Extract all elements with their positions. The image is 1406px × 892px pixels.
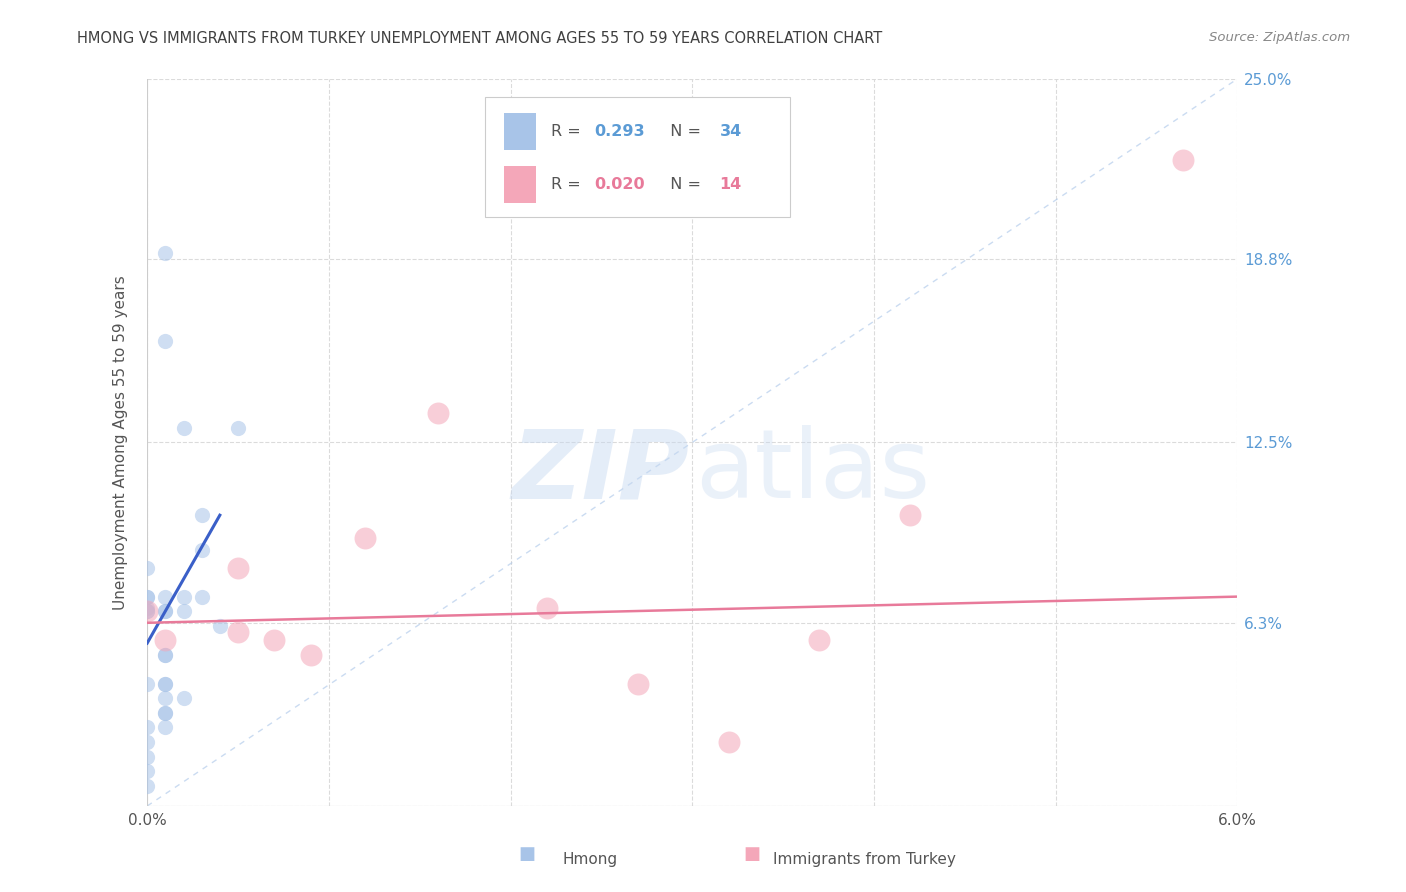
Point [136,560,159,574]
Point [155,604,177,618]
Point [426,406,449,420]
Point [136,590,159,604]
Point [136,764,159,778]
Point [190,543,212,558]
Point [536,601,558,615]
Text: Hmong: Hmong [562,852,617,867]
Point [155,706,177,720]
Text: atlas: atlas [696,425,931,518]
Point [155,648,177,662]
Text: R =: R = [551,124,585,139]
Text: ■: ■ [744,846,761,863]
Point [155,246,177,260]
Bar [503,166,536,202]
Point [226,421,249,435]
Point [155,590,177,604]
Point [1171,153,1194,168]
Point [173,590,195,604]
Point [155,334,177,348]
Point [190,590,212,604]
Point [136,721,159,735]
Text: ZIP: ZIP [510,425,689,518]
Point [136,604,159,618]
Point [717,735,740,749]
Point [226,624,249,639]
Point [898,508,921,523]
Point [263,633,285,648]
Point [136,590,159,604]
Point [173,421,195,435]
Text: HMONG VS IMMIGRANTS FROM TURKEY UNEMPLOYMENT AMONG AGES 55 TO 59 YEARS CORRELATI: HMONG VS IMMIGRANTS FROM TURKEY UNEMPLOY… [77,31,883,46]
Text: N =: N = [659,124,706,139]
Point [136,677,159,691]
Point [155,706,177,720]
Point [155,721,177,735]
Point [155,648,177,662]
Text: 34: 34 [720,124,742,139]
Point [173,691,195,706]
Point [226,560,249,574]
Point [136,601,159,615]
Text: R =: R = [551,177,585,192]
Bar [503,113,536,150]
Point [155,604,177,618]
Point [136,735,159,749]
Point [136,604,159,618]
Point [136,779,159,793]
Point [155,691,177,706]
Y-axis label: Unemployment Among Ages 55 to 59 years: Unemployment Among Ages 55 to 59 years [114,275,128,610]
Text: Immigrants from Turkey: Immigrants from Turkey [773,852,956,867]
Text: 0.020: 0.020 [595,177,645,192]
Text: 0.293: 0.293 [595,124,645,139]
Point [354,532,377,546]
FancyBboxPatch shape [485,97,790,217]
Point [299,648,322,662]
Point [808,633,831,648]
Point [190,508,212,523]
Point [136,749,159,764]
Text: ■: ■ [519,846,536,863]
Point [155,677,177,691]
Text: 14: 14 [720,177,742,192]
Text: Source: ZipAtlas.com: Source: ZipAtlas.com [1209,31,1350,45]
Point [136,604,159,618]
Point [155,633,177,648]
Text: N =: N = [659,177,706,192]
Point [173,604,195,618]
Point [627,677,650,691]
Point [208,618,231,632]
Point [155,677,177,691]
